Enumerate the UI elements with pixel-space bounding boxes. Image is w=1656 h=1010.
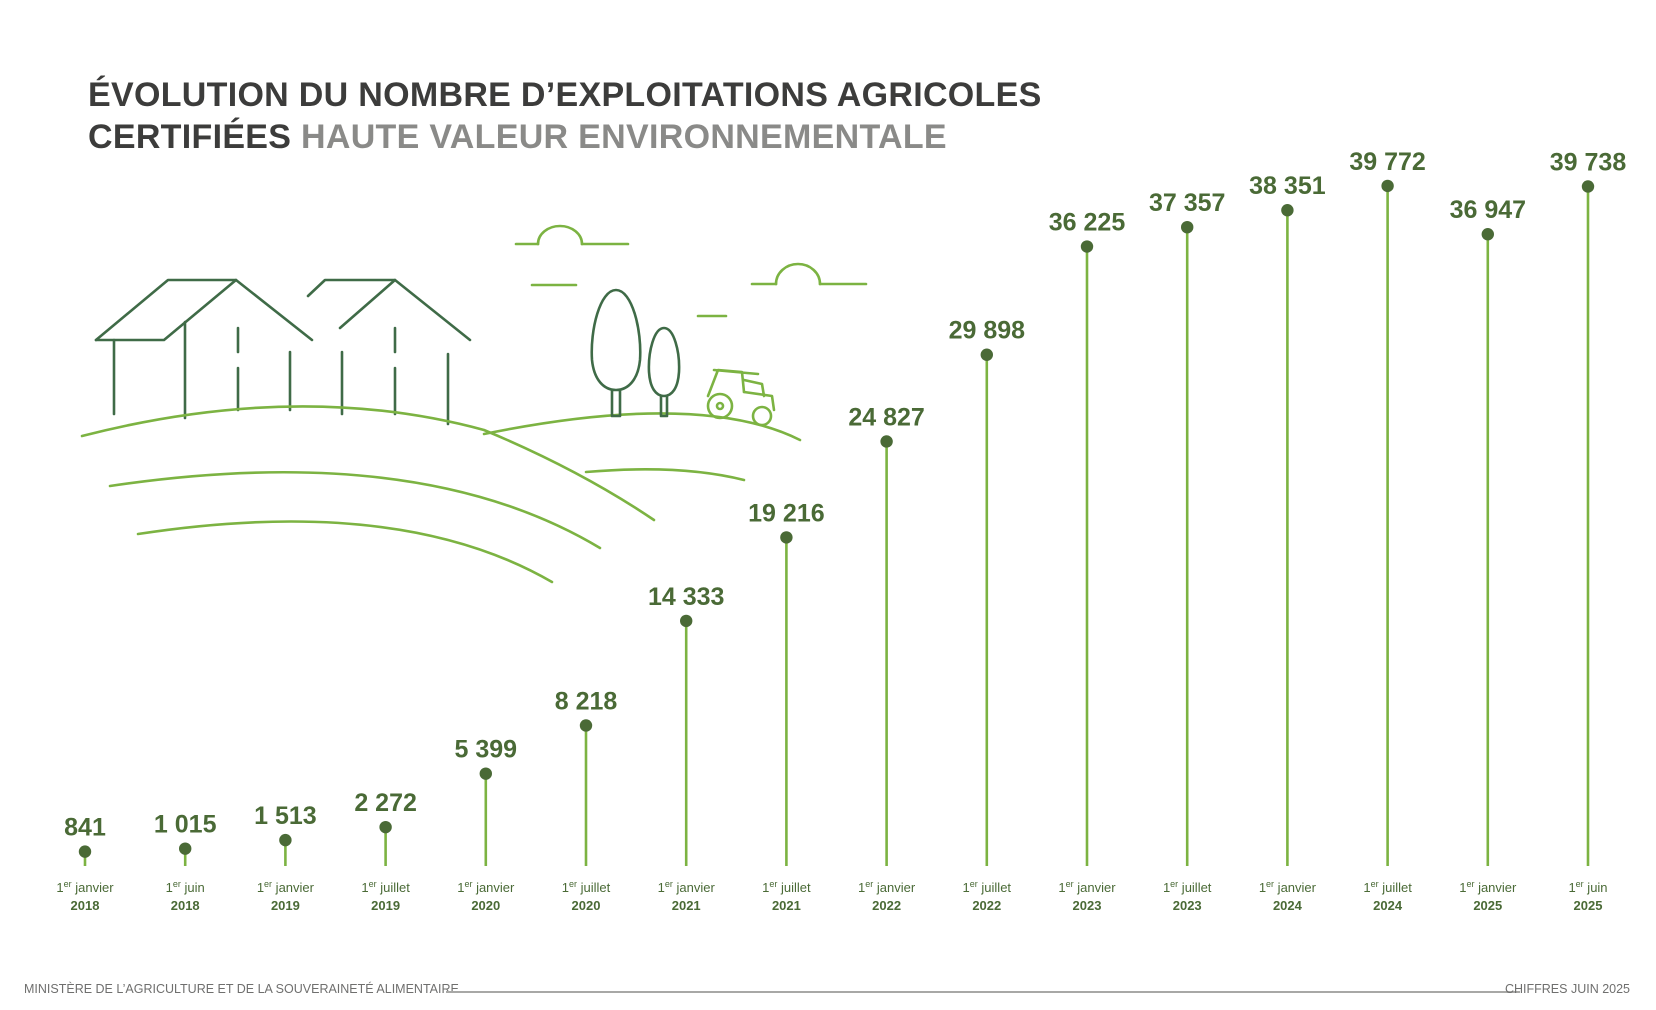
date-label-2: 1er janvier [257,879,315,895]
dots-layer [78,179,1595,858]
value-label-8: 24 827 [848,403,924,431]
farm-houses-icon [94,278,472,426]
date-label-11: 1er juillet [1163,879,1212,895]
value-label-13: 39 772 [1349,148,1425,176]
year-label-13: 2024 [1373,898,1403,913]
title-line-2: CERTIFIÉES HAUTE VALEUR ENVIRONNEMENTALE [88,116,1042,158]
value-label-2: 1 513 [254,802,317,830]
value-label-11: 37 357 [1149,189,1225,217]
year-label-5: 2020 [572,898,601,913]
data-point-13 [1381,179,1394,193]
data-point-5 [579,719,593,732]
value-label-12: 38 351 [1249,172,1326,200]
data-point-6 [680,614,693,628]
value-label-1: 1 015 [154,811,217,839]
date-labels-layer: 1er janvier 2018 1er juin 2018 1er janvier 20… [56,879,1607,913]
date-label-3: 1er juillet [361,879,410,895]
date-label-0: 1er janvier [56,879,114,895]
date-label-14: 1er janvier [1459,879,1517,895]
value-label-9: 29 898 [949,317,1026,345]
value-label-4: 5 399 [455,736,518,764]
year-label-10: 2023 [1073,898,1102,913]
data-point-1 [179,842,192,855]
data-point-10 [1080,240,1094,253]
date-label-9: 1er juillet [963,879,1012,895]
date-label-7: 1er juillet [762,879,811,895]
value-label-14: 36 947 [1450,196,1526,224]
date-label-12: 1er janvier [1259,879,1317,895]
tractor-icon [706,368,776,427]
year-label-9: 2022 [972,898,1001,913]
title-line-2-dark: CERTIFIÉES [88,118,292,156]
value-label-6: 14 333 [648,583,724,611]
year-label-11: 2023 [1173,898,1202,913]
date-label-5: 1er juillet [562,879,611,895]
trees-icon [590,288,681,418]
stems-layer [83,185,1590,866]
year-label-0: 2018 [71,898,100,913]
data-point-4 [479,767,492,780]
year-label-6: 2021 [672,898,701,913]
data-point-11 [1181,220,1194,234]
chart-title: ÉVOLUTION DU NOMBRE D’EXPLOITATIONS AGRI… [88,74,1042,158]
sun-icon [514,224,868,318]
data-point-3 [379,820,392,834]
data-point-14 [1481,228,1495,241]
footer-rule [446,991,1520,993]
value-label-10: 36 225 [1049,209,1126,237]
title-line-2-light: HAUTE VALEUR ENVIRONNEMENTALE [301,118,947,156]
year-label-15: 2025 [1574,898,1603,913]
value-label-0: 841 [64,814,106,842]
footer-ministry: MINISTÈRE DE L’AGRICULTURE ET DE LA SOUV… [24,982,459,996]
year-label-3: 2019 [371,898,400,913]
year-label-2: 2019 [271,898,300,913]
data-point-9 [980,348,993,361]
date-label-13: 1er juillet [1363,879,1412,895]
date-label-4: 1er janvier [457,879,515,895]
date-label-6: 1er janvier [658,879,716,895]
year-label-4: 2020 [471,898,500,913]
value-label-7: 19 216 [748,499,824,527]
footer-date: CHIFFRES JUIN 2025 [1504,982,1630,996]
value-label-5: 8 218 [555,687,618,715]
data-point-15 [1581,180,1595,193]
data-point-12 [1281,203,1294,217]
year-label-8: 2022 [872,898,901,913]
date-label-1: 1er juin [166,879,205,895]
year-label-12: 2024 [1273,898,1303,913]
year-label-14: 2025 [1473,898,1502,913]
value-label-15: 39 738 [1550,148,1627,176]
value-labels-layer: 841 1 015 1 513 2 272 5 399 8 218 14 333 19 216… [64,148,1626,842]
year-label-1: 2018 [171,898,200,913]
farm-illustration [80,224,868,584]
title-line-1: ÉVOLUTION DU NOMBRE D’EXPLOITATIONS AGRI… [88,76,1042,114]
year-label-7: 2021 [772,898,801,913]
date-label-10: 1er janvier [1058,879,1116,895]
date-label-8: 1er janvier [858,879,916,895]
data-point-8 [880,435,893,448]
date-label-15: 1er juin [1568,879,1607,895]
value-label-3: 2 272 [354,789,417,817]
hills-icon [80,405,802,584]
data-point-7 [780,531,793,544]
data-point-2 [279,833,292,847]
data-point-0 [78,845,92,858]
